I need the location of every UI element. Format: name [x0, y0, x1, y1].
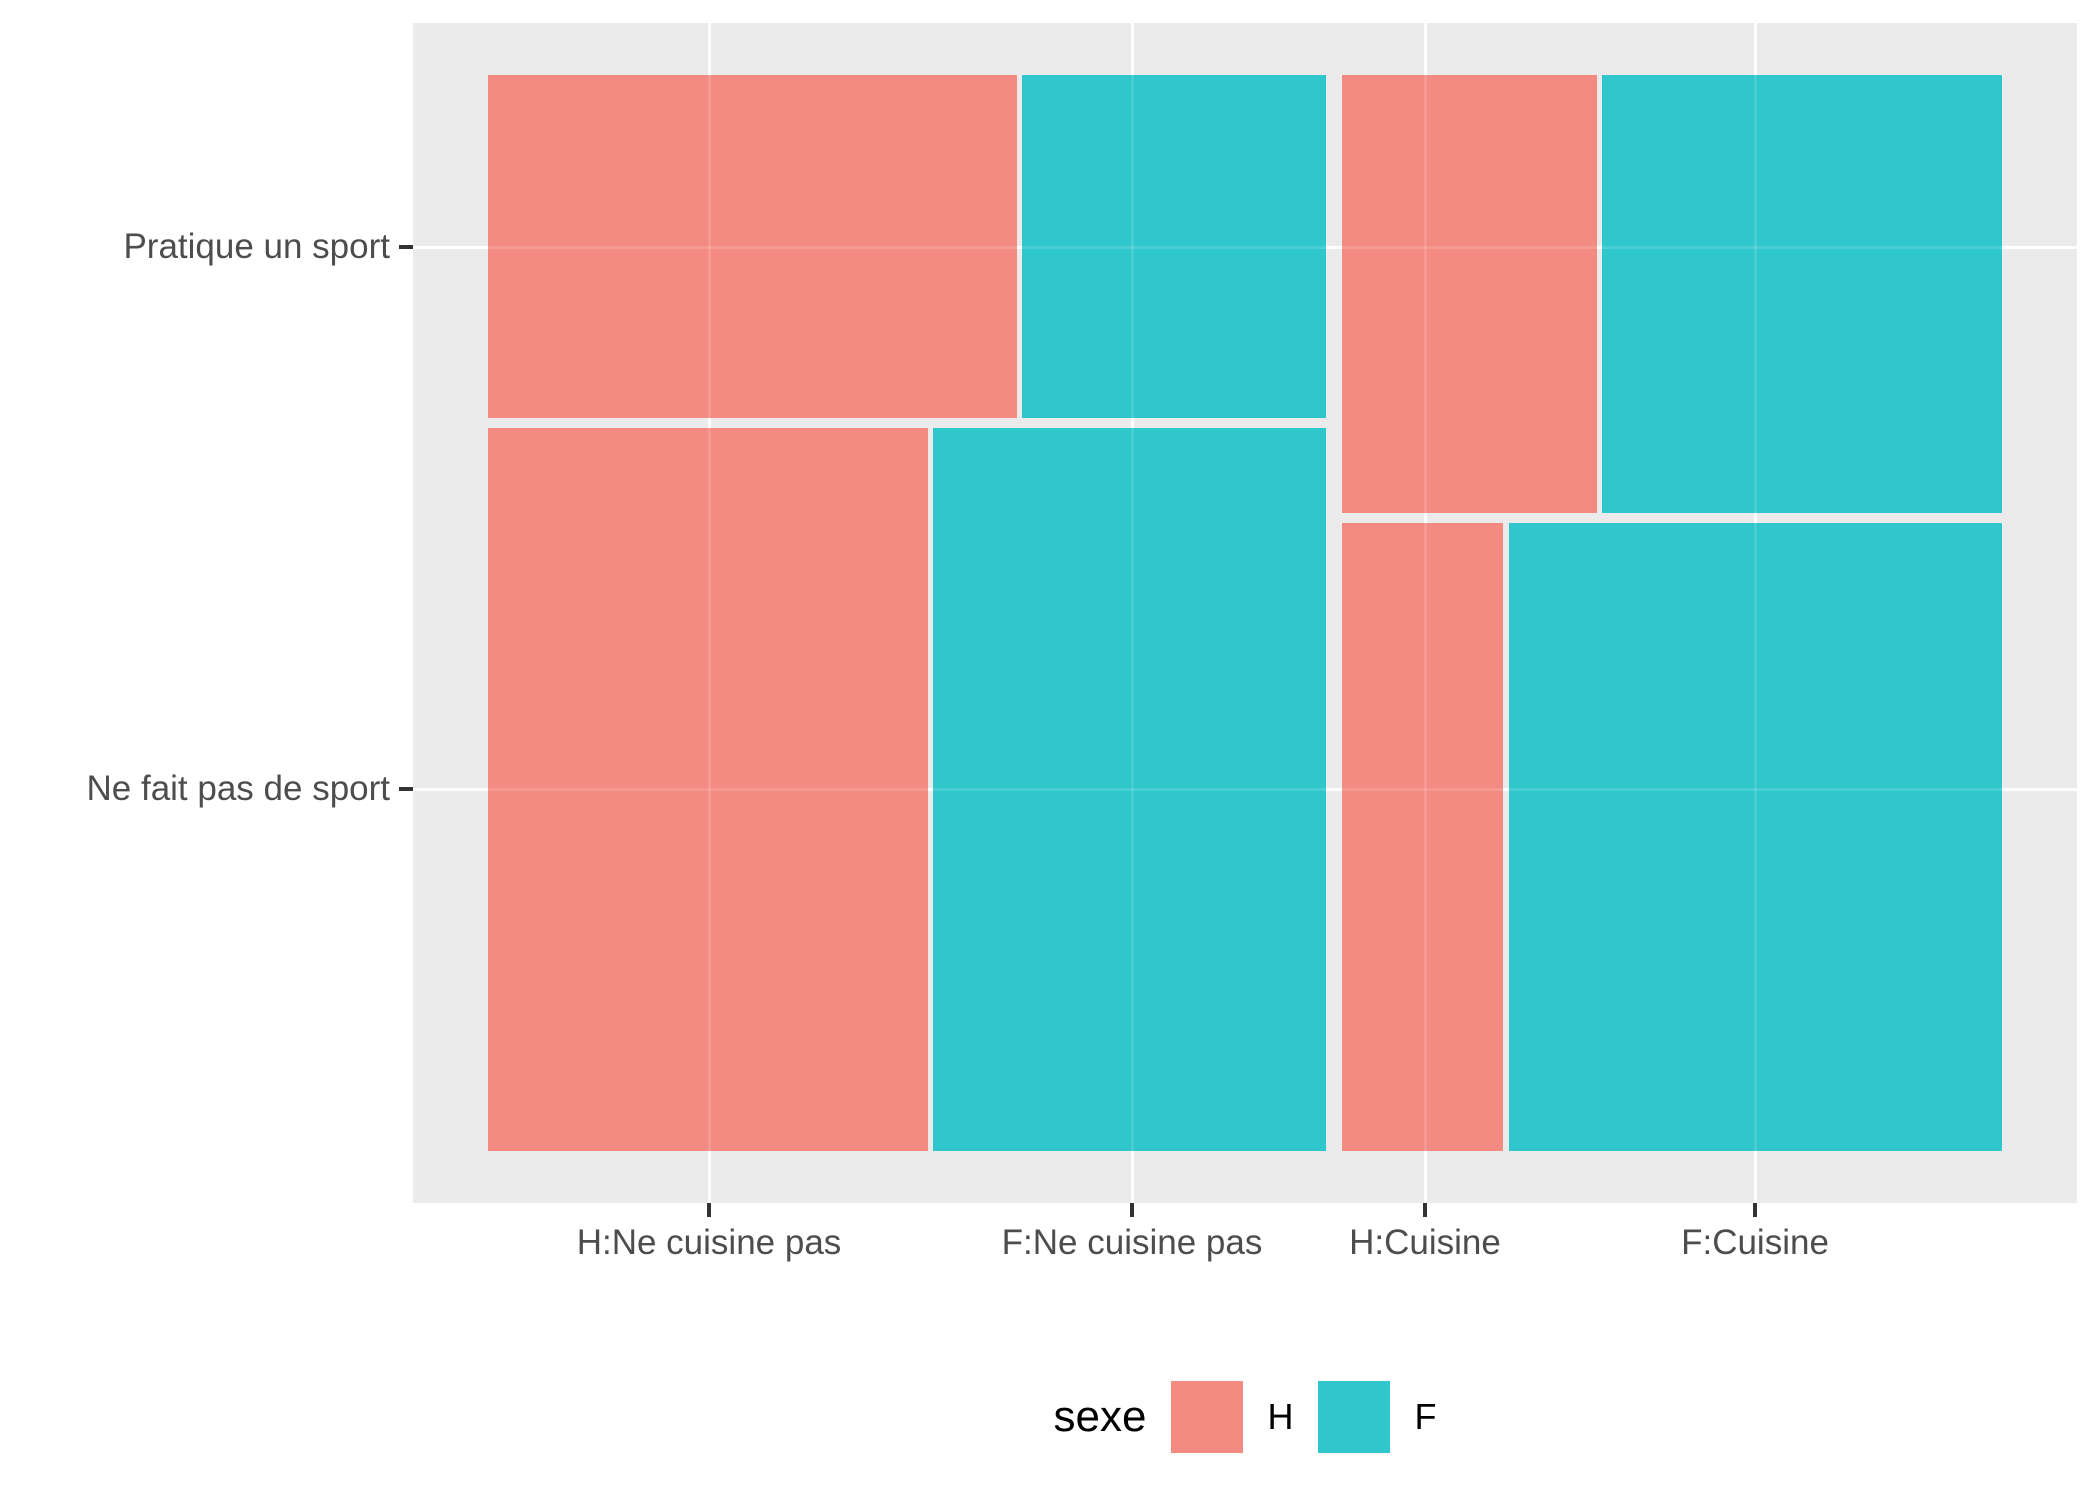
gridline-x [1424, 23, 1427, 1203]
mosaic-rect-f-ne-cuisine-pas-pratique-un-sport [1022, 75, 1326, 418]
x-tick [707, 1203, 711, 1217]
x-tick [1753, 1203, 1757, 1217]
legend-label-h: H [1267, 1396, 1294, 1437]
x-axis-label: F:Ne cuisine pas [1001, 1223, 1263, 1262]
x-axis-label: H:Cuisine [1349, 1223, 1501, 1262]
mosaic-rect-h-cuisine-pratique-un-sport [1342, 75, 1597, 513]
gridline-layer-over [413, 23, 2077, 1203]
x-tick [1423, 1203, 1427, 1217]
plot-panel [413, 23, 2077, 1203]
mosaic-rect-h-ne-cuisine-pas-pratique-un-sport [488, 75, 1017, 418]
mosaic-rect-layer [413, 23, 2077, 1203]
legend-title: sexe [1053, 1392, 1147, 1441]
gridline-x [1131, 23, 1134, 1203]
y-tick [399, 245, 413, 249]
mosaic-rect-h-ne-cuisine-pas-ne-fait-pas-de-sport [488, 428, 928, 1151]
gridline-y [413, 246, 2077, 249]
gridline-x [708, 23, 711, 1203]
legend-entry-f: F [1318, 1381, 1436, 1453]
x-axis-label: H:Ne cuisine pas [576, 1223, 842, 1262]
y-axis-label: Ne fait pas de sport [86, 768, 391, 808]
mosaic-rect-f-cuisine-ne-fait-pas-de-sport [1509, 523, 2002, 1151]
mosaic-rect-f-cuisine-pratique-un-sport [1602, 75, 2002, 513]
y-tick [399, 787, 413, 791]
mosaic-rect-h-cuisine-ne-fait-pas-de-sport [1342, 523, 1503, 1151]
gridline-x [1754, 23, 1757, 1203]
x-axis-label: F:Cuisine [1681, 1223, 1829, 1262]
legend-swatch-h [1171, 1381, 1244, 1453]
x-tick [1130, 1203, 1134, 1217]
legend-swatch-f [1318, 1381, 1391, 1453]
y-axis-label: Pratique un sport [123, 226, 390, 266]
mosaic-rect-f-ne-cuisine-pas-ne-fait-pas-de-sport [933, 428, 1326, 1151]
legend-entry-h: H [1171, 1381, 1293, 1453]
legend-label-f: F [1414, 1396, 1437, 1437]
gridline-y [413, 788, 2077, 791]
